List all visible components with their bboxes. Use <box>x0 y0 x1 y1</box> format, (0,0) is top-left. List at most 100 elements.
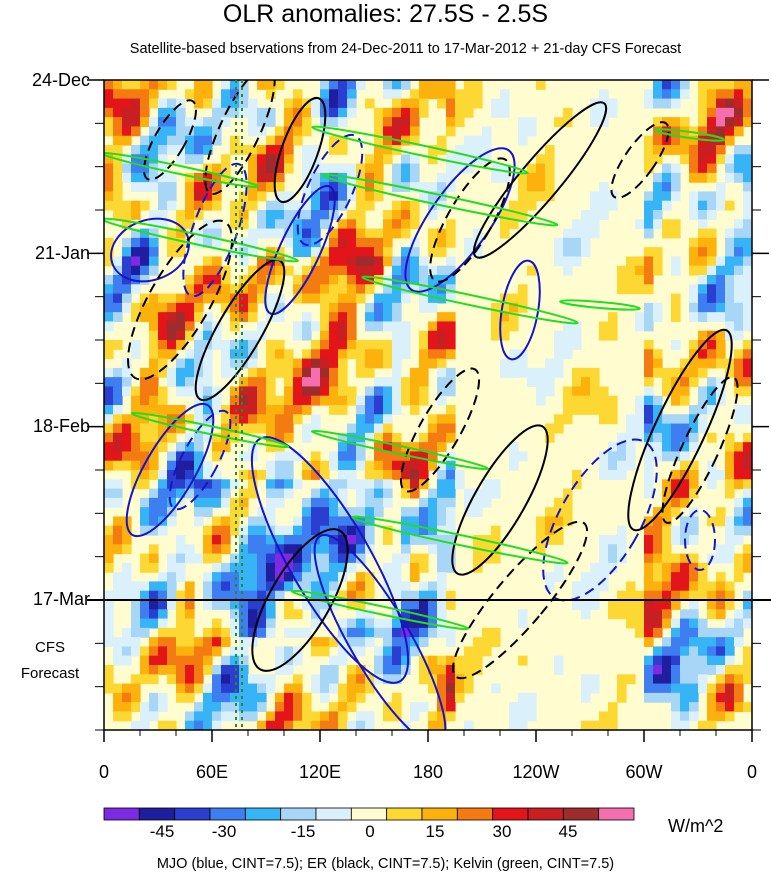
field-cell <box>338 377 348 388</box>
field-cell <box>203 627 213 638</box>
field-cell <box>239 89 249 100</box>
field-cell <box>149 665 159 675</box>
field-cell <box>428 349 438 360</box>
field-cell <box>653 247 663 258</box>
field-cell <box>455 674 465 685</box>
field-cell <box>338 395 348 406</box>
field-cell <box>329 451 339 462</box>
field-cell <box>410 126 420 137</box>
field-cell <box>491 488 501 499</box>
field-cell <box>617 460 627 471</box>
field-cell <box>716 330 726 341</box>
field-cell <box>446 497 456 508</box>
field-cell <box>401 525 411 536</box>
field-cell <box>266 340 276 350</box>
field-cell <box>572 470 582 480</box>
field-cell <box>158 590 168 601</box>
field-cell <box>734 117 744 128</box>
field-cell <box>734 470 744 480</box>
field-cell <box>743 247 752 258</box>
field-cell <box>680 646 690 657</box>
field-cell <box>554 535 564 545</box>
field-cell <box>230 590 240 601</box>
field-cell <box>743 442 752 453</box>
colorbar-swatch <box>562 807 600 821</box>
field-cell <box>743 553 752 564</box>
field-cell <box>653 646 663 657</box>
field-cell <box>329 293 339 304</box>
field-cell <box>590 386 600 397</box>
field-cell <box>185 172 195 183</box>
field-cell <box>149 581 159 592</box>
field-cell <box>338 163 348 174</box>
field-cell <box>662 377 672 388</box>
field-cell <box>707 154 717 165</box>
field-cell <box>266 414 276 425</box>
field-cell <box>653 191 663 202</box>
field-cell <box>707 210 717 220</box>
field-cell <box>644 210 654 220</box>
field-cell <box>284 349 294 360</box>
field-cell <box>446 89 456 100</box>
field-cell <box>365 284 375 295</box>
field-cell <box>104 98 114 109</box>
field-cell <box>401 330 411 341</box>
field-cell <box>671 655 681 666</box>
field-cell <box>626 432 636 443</box>
field-cell <box>167 497 177 508</box>
field-cell <box>734 154 744 165</box>
field-cell <box>392 572 402 583</box>
field-cell <box>689 646 699 657</box>
field-cell <box>248 107 258 118</box>
field-cell <box>257 284 267 295</box>
field-cell <box>329 247 339 258</box>
field-cell <box>401 117 411 128</box>
field-cell <box>383 377 393 388</box>
field-cell <box>284 265 294 276</box>
field-cell <box>689 655 699 666</box>
field-cell <box>140 395 150 406</box>
kelvin-contour <box>559 299 641 311</box>
field-cell <box>257 80 267 90</box>
field-cell <box>626 581 636 592</box>
field-cell <box>599 470 609 480</box>
field-cell <box>203 460 213 471</box>
field-cell <box>338 637 348 648</box>
field-cell <box>104 200 114 211</box>
field-cell <box>671 590 681 601</box>
field-cell <box>158 302 168 313</box>
field-cell <box>419 674 429 685</box>
field-cell <box>743 488 752 499</box>
field-cell <box>365 683 375 694</box>
field-cell <box>689 432 699 443</box>
field-cell <box>419 89 429 100</box>
field-cell <box>257 423 267 434</box>
field-cell <box>662 479 672 490</box>
field-cell <box>257 553 267 564</box>
field-cell <box>122 256 132 267</box>
field-cell <box>194 98 204 109</box>
field-cell <box>347 674 357 685</box>
field-cell <box>167 674 177 685</box>
field-cell <box>239 293 249 304</box>
field-cell <box>338 312 348 323</box>
field-cell <box>356 553 366 564</box>
field-cell <box>671 618 681 629</box>
field-cell <box>392 460 402 471</box>
field-cell <box>131 228 141 239</box>
field-cell <box>149 228 159 239</box>
field-cell <box>239 627 249 638</box>
field-cell <box>635 600 645 610</box>
field-cell <box>383 535 393 545</box>
field-cell <box>599 711 609 722</box>
field-cell <box>392 349 402 360</box>
field-cell <box>401 377 411 388</box>
field-cell <box>419 80 429 90</box>
field-cell <box>590 191 600 202</box>
field-cell <box>698 126 708 137</box>
field-cell <box>356 683 366 694</box>
field-cell <box>131 200 141 211</box>
field-cell <box>284 544 294 555</box>
field-cell <box>527 182 537 193</box>
field-cell <box>446 637 456 648</box>
